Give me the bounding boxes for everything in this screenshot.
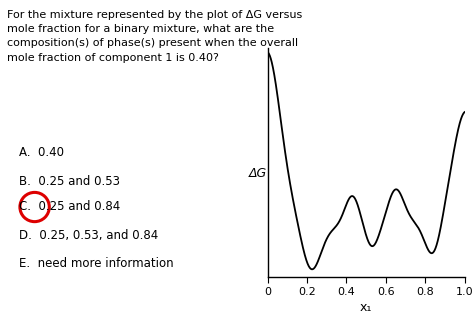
Text: For the mixture represented by the plot of ΔG versus
mole fraction for a binary : For the mixture represented by the plot … (7, 10, 302, 63)
Text: B.  0.25 and 0.53: B. 0.25 and 0.53 (19, 175, 120, 188)
Text: D.  0.25, 0.53, and 0.84: D. 0.25, 0.53, and 0.84 (19, 229, 158, 242)
Text: ΔG: ΔG (249, 167, 267, 180)
Text: E.  need more information: E. need more information (19, 258, 173, 270)
Text: A.  0.40: A. 0.40 (19, 146, 64, 159)
X-axis label: x₁: x₁ (360, 301, 373, 314)
Text: C.  0.25 and 0.84: C. 0.25 and 0.84 (19, 200, 120, 213)
